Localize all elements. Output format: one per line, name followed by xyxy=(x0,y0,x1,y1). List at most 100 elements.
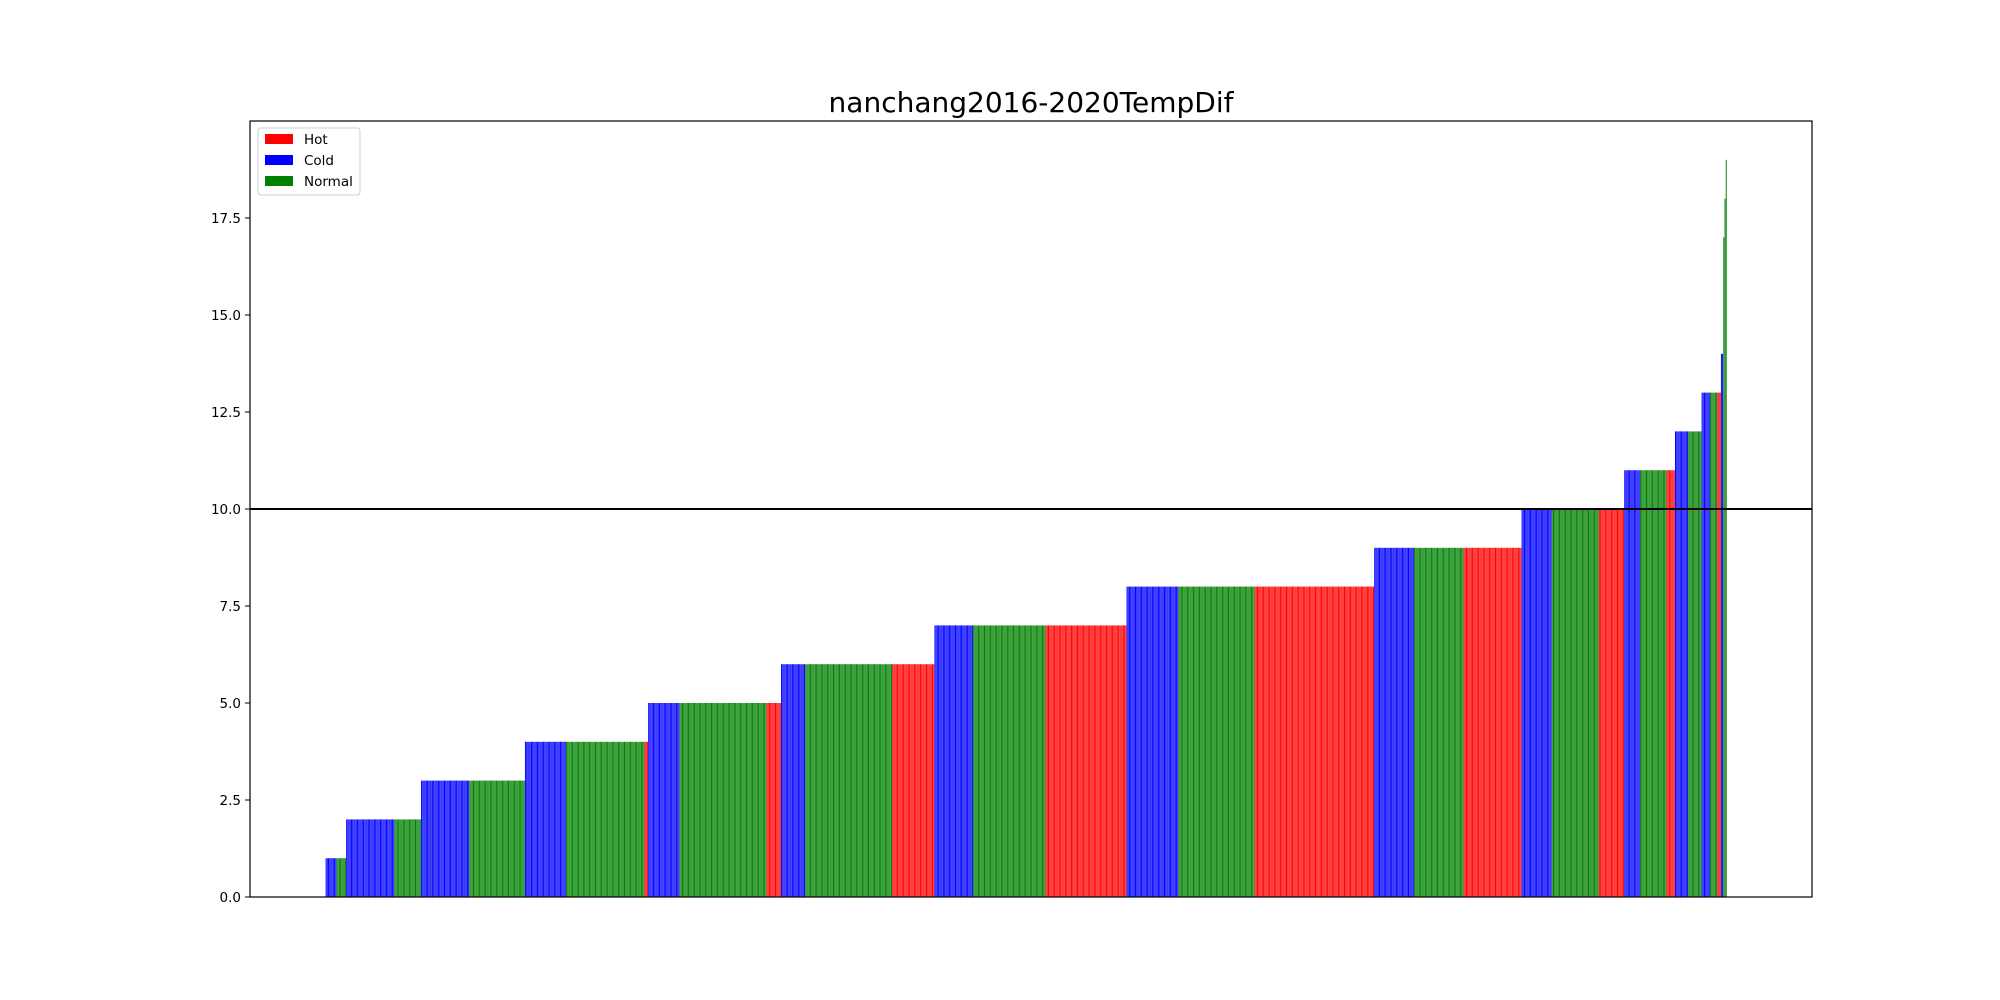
bar-normal xyxy=(605,741,607,897)
bar-normal xyxy=(1011,625,1013,897)
bar-cold xyxy=(465,780,467,897)
bar-normal xyxy=(717,703,718,897)
bar-normal xyxy=(702,703,704,897)
bar-cold xyxy=(1637,470,1639,897)
bar-cold xyxy=(799,664,801,897)
bar-hot xyxy=(1333,586,1335,897)
bar-normal xyxy=(1557,509,1559,897)
bar-normal xyxy=(1203,586,1205,897)
bar-normal xyxy=(730,703,732,897)
bar-hot xyxy=(1513,547,1515,897)
bar-normal xyxy=(1696,431,1698,897)
bar-hot xyxy=(1368,586,1370,897)
bar-cold xyxy=(444,780,445,897)
bar-cold xyxy=(552,741,554,897)
bar-hot xyxy=(1063,625,1065,897)
bar-cold xyxy=(1635,470,1637,897)
bar-cold xyxy=(1410,547,1412,897)
bar-cold xyxy=(557,741,559,897)
bar-cold xyxy=(1403,547,1405,897)
bar-cold xyxy=(375,819,377,897)
bar-normal xyxy=(1725,159,1727,898)
bar-hot xyxy=(1099,625,1101,897)
bar-normal xyxy=(574,741,576,897)
bar-hot xyxy=(1299,586,1301,897)
bar-normal xyxy=(492,780,494,897)
bar-hot xyxy=(1509,547,1511,897)
bar-normal xyxy=(493,780,495,897)
bar-normal xyxy=(503,780,505,897)
bar-normal xyxy=(578,741,580,897)
bar-normal xyxy=(764,703,766,897)
bar-normal xyxy=(756,703,758,897)
bar-cold xyxy=(325,858,327,897)
bar-normal xyxy=(881,664,883,897)
bar-normal xyxy=(760,703,762,897)
bar-normal xyxy=(588,741,590,897)
bar-normal xyxy=(1215,586,1217,897)
bar-cold xyxy=(1401,547,1403,897)
bar-hot xyxy=(1318,586,1320,897)
y-tick-label: 5.0 xyxy=(220,696,241,712)
bar-normal xyxy=(1041,625,1043,897)
bar-normal xyxy=(1437,547,1438,897)
bar-cold xyxy=(1685,431,1687,897)
bar-normal xyxy=(810,664,812,897)
bar-normal xyxy=(411,819,413,897)
bar-normal xyxy=(1449,547,1451,897)
bar-cold xyxy=(1684,431,1686,897)
bar-normal xyxy=(1716,392,1718,897)
bar-normal xyxy=(822,664,824,897)
bar-hot xyxy=(1508,547,1510,897)
bar-normal xyxy=(715,703,717,897)
bar-cold xyxy=(1708,392,1710,897)
bar-normal xyxy=(340,858,342,897)
bar-hot xyxy=(1516,547,1518,897)
bar-normal xyxy=(864,664,866,897)
bar-normal xyxy=(981,625,983,897)
bar-normal xyxy=(839,664,841,897)
bar-hot xyxy=(927,664,929,897)
bar-cold xyxy=(389,819,391,897)
bar-cold xyxy=(1375,547,1377,897)
bar-normal xyxy=(806,664,808,897)
bar-normal xyxy=(718,703,720,897)
bar-hot xyxy=(1308,586,1310,897)
bar-normal xyxy=(890,664,892,897)
y-axis: 0.0 2.5 5.0 7.5 10.0 12.5 15.0 17.5 xyxy=(211,211,250,906)
bar-hot xyxy=(773,703,775,897)
bar-cold xyxy=(528,741,530,897)
bar-cold xyxy=(1395,547,1397,897)
bar-normal xyxy=(630,741,632,897)
bar-normal xyxy=(765,703,767,897)
bar-cold xyxy=(1131,586,1133,897)
bar-hot xyxy=(1466,547,1467,897)
bar-hot xyxy=(1475,547,1477,897)
bar-hot xyxy=(1336,586,1338,897)
bar-normal xyxy=(689,703,691,897)
bar-cold xyxy=(1528,509,1530,897)
bar-hot xyxy=(1603,509,1605,897)
bar-normal xyxy=(417,819,419,897)
bar-normal xyxy=(973,625,975,897)
bar-normal xyxy=(1689,431,1691,897)
bar-cold xyxy=(1633,470,1635,897)
bar-hot xyxy=(1474,547,1476,897)
bar-cold xyxy=(1174,586,1176,897)
bar-hot xyxy=(913,664,915,897)
bar-hot xyxy=(1115,625,1117,897)
bar-hot xyxy=(1095,625,1097,897)
bar-cold xyxy=(1408,547,1409,897)
bar-hot xyxy=(1098,625,1100,897)
bar-cold xyxy=(969,625,971,897)
bar-cold xyxy=(451,780,453,897)
bar-normal xyxy=(747,703,749,897)
bar-hot xyxy=(1051,625,1053,897)
bar-cold xyxy=(381,819,383,897)
bar-hot xyxy=(1086,625,1088,897)
bar-cold xyxy=(463,780,465,897)
bar-hot xyxy=(1046,625,1048,897)
bar-cold xyxy=(1135,586,1136,897)
bar-normal xyxy=(636,741,638,897)
